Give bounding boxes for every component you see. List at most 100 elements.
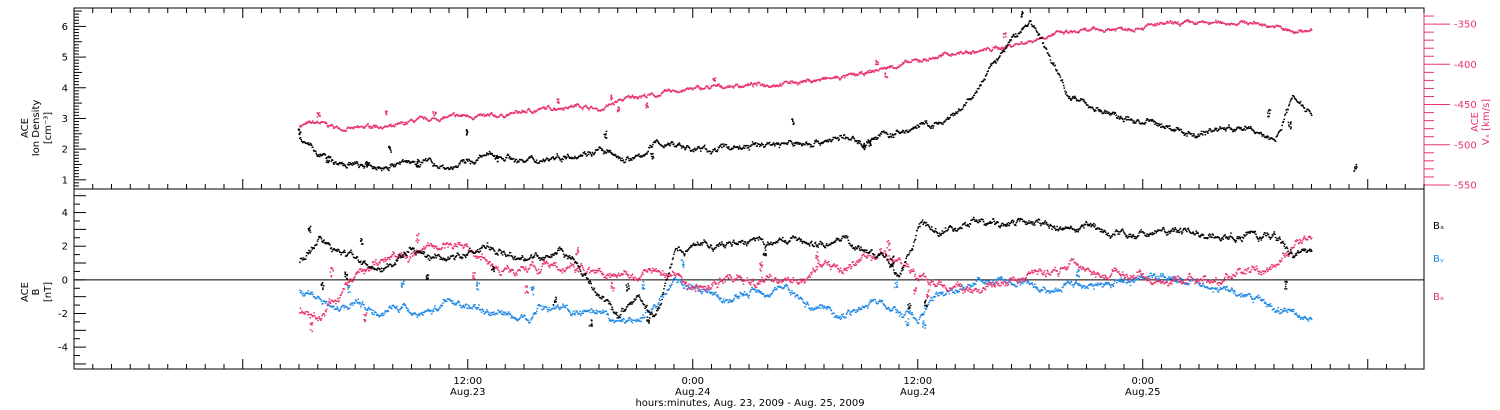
by-point xyxy=(607,314,609,316)
vx-point xyxy=(502,115,504,117)
vx-point xyxy=(835,77,837,79)
vx-point xyxy=(1078,30,1081,33)
vx-point xyxy=(965,50,967,52)
vx-point xyxy=(1310,28,1312,30)
top-right-axis-ticks: -350-400-450-500-550 xyxy=(1423,8,1477,191)
by-point xyxy=(1167,279,1169,281)
density-point xyxy=(752,142,755,145)
density-point xyxy=(1283,118,1285,121)
density-point xyxy=(315,152,317,154)
vx-point xyxy=(1078,32,1080,34)
vx-point xyxy=(1253,20,1255,23)
by-point xyxy=(799,298,801,300)
by-point xyxy=(841,314,843,316)
vx-point xyxy=(860,72,862,74)
vx-point xyxy=(1221,21,1224,23)
by-point xyxy=(806,301,808,303)
by-point xyxy=(931,297,933,299)
density-point xyxy=(1024,25,1026,27)
vx-point xyxy=(832,77,835,79)
vx-point xyxy=(707,87,710,89)
vx-point xyxy=(839,79,841,81)
vx-point xyxy=(1003,36,1005,38)
vx-point xyxy=(1299,30,1301,32)
by-point xyxy=(848,310,850,312)
density-point xyxy=(889,135,891,138)
by-point xyxy=(553,308,556,310)
density-point xyxy=(797,142,800,144)
density-point xyxy=(1354,166,1356,168)
vx-point xyxy=(1001,46,1003,48)
vx-point xyxy=(319,123,321,125)
density-point xyxy=(844,138,846,140)
density-point xyxy=(465,134,468,136)
vx-point xyxy=(742,86,745,88)
density-point xyxy=(1037,34,1039,36)
by-point xyxy=(548,306,550,309)
by-point xyxy=(1179,277,1182,279)
by-point xyxy=(301,290,303,292)
density-point xyxy=(357,164,359,166)
vx-point xyxy=(482,113,485,115)
by-point xyxy=(652,307,654,309)
vx-point xyxy=(582,107,585,109)
vx-point xyxy=(539,108,541,110)
by-point xyxy=(312,293,314,296)
by-point xyxy=(1056,289,1058,291)
density-point xyxy=(1097,107,1099,109)
vx-point xyxy=(924,59,926,61)
density-point xyxy=(1245,126,1247,128)
vx-point xyxy=(822,77,824,79)
vx-point xyxy=(1232,23,1235,25)
density-point xyxy=(777,142,779,144)
density-point xyxy=(926,122,928,125)
by-point xyxy=(674,276,676,279)
density-point xyxy=(424,159,426,161)
density-point xyxy=(1302,105,1304,107)
density-point xyxy=(1103,111,1106,113)
density-point xyxy=(902,130,905,132)
vx-point xyxy=(947,53,949,56)
vx-point xyxy=(854,75,856,77)
by-point xyxy=(658,298,661,300)
by-point xyxy=(1073,284,1075,286)
vx-point xyxy=(405,121,407,124)
density-point xyxy=(648,147,651,149)
density-point xyxy=(419,164,422,166)
density-point xyxy=(652,156,655,159)
vx-point xyxy=(1144,25,1147,27)
vx-point xyxy=(894,67,897,69)
by-point xyxy=(883,304,886,306)
density-point xyxy=(1118,118,1121,120)
density-point xyxy=(553,158,556,161)
by-point xyxy=(856,309,858,311)
by-point xyxy=(626,320,629,322)
density-point xyxy=(869,140,872,142)
by-point xyxy=(848,313,851,315)
vx-point xyxy=(349,127,352,130)
vx-point xyxy=(721,86,723,88)
vx-point xyxy=(611,97,614,99)
by-point xyxy=(558,307,560,309)
by-point xyxy=(707,288,710,291)
vx-point xyxy=(1241,20,1243,23)
density-point xyxy=(647,150,650,152)
density-point xyxy=(1025,25,1028,28)
density-point xyxy=(889,133,892,135)
by-point xyxy=(519,317,522,319)
by-point xyxy=(616,317,618,319)
by-point xyxy=(673,278,676,280)
density-point xyxy=(509,156,511,158)
by-point xyxy=(1161,275,1163,277)
by-point xyxy=(554,307,557,310)
vx-point xyxy=(728,84,731,87)
vx-point xyxy=(672,89,674,91)
vx-point xyxy=(547,105,549,108)
by-point xyxy=(631,321,634,324)
density-point xyxy=(1249,126,1252,128)
density-point xyxy=(583,151,586,153)
vx-point xyxy=(385,110,387,112)
by-point xyxy=(984,283,986,285)
by-point xyxy=(421,313,423,315)
vx-point xyxy=(1191,20,1194,23)
